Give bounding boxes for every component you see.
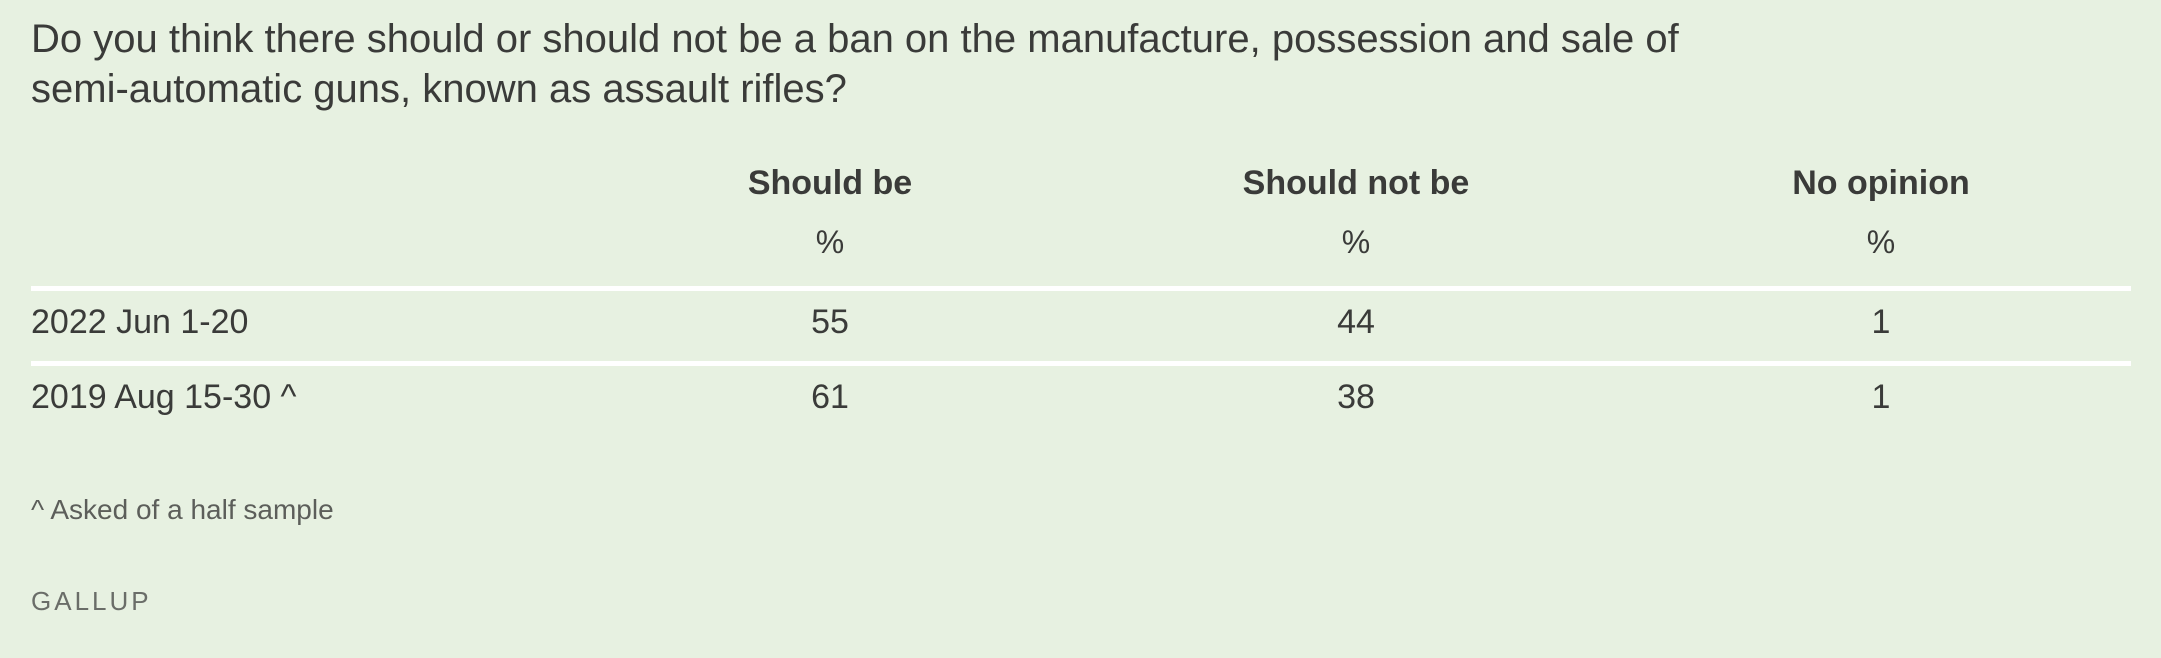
column-header-row: Should be Should not be No opinion xyxy=(31,158,2131,218)
cell-should-not-be: 44 xyxy=(1337,303,1375,341)
gallup-logo: GALLUP xyxy=(31,586,152,616)
column-header-should-be: Should be xyxy=(747,164,913,202)
cell-no-opinion: 1 xyxy=(1871,378,1891,416)
table-row: 2019 Aug 15-30 ^ 61 38 1 xyxy=(31,366,2131,436)
table-row: 2022 Jun 1-20 55 44 1 xyxy=(31,291,2131,361)
cell-should-not-be: 38 xyxy=(1337,378,1375,416)
row-label: 2022 Jun 1-20 xyxy=(31,303,249,341)
column-header-should-not-be: Should not be xyxy=(1242,164,1470,202)
row-divider xyxy=(31,286,2131,291)
row-divider xyxy=(31,361,2131,366)
column-header-no-opinion: No opinion xyxy=(1792,164,1970,202)
unit-row: % % % xyxy=(31,218,2131,286)
footnote: ^ Asked of a half sample xyxy=(31,494,334,525)
unit-label: % xyxy=(1341,224,1371,260)
results-table: Should be Should not be No opinion % % %… xyxy=(31,158,2131,436)
unit-label: % xyxy=(815,224,845,260)
question-title: Do you think there should or should not … xyxy=(31,17,1679,111)
cell-no-opinion: 1 xyxy=(1871,303,1891,341)
row-label: 2019 Aug 15-30 ^ xyxy=(31,378,297,416)
unit-label: % xyxy=(1866,224,1896,260)
cell-should-be: 61 xyxy=(811,378,849,416)
cell-should-be: 55 xyxy=(811,303,849,341)
